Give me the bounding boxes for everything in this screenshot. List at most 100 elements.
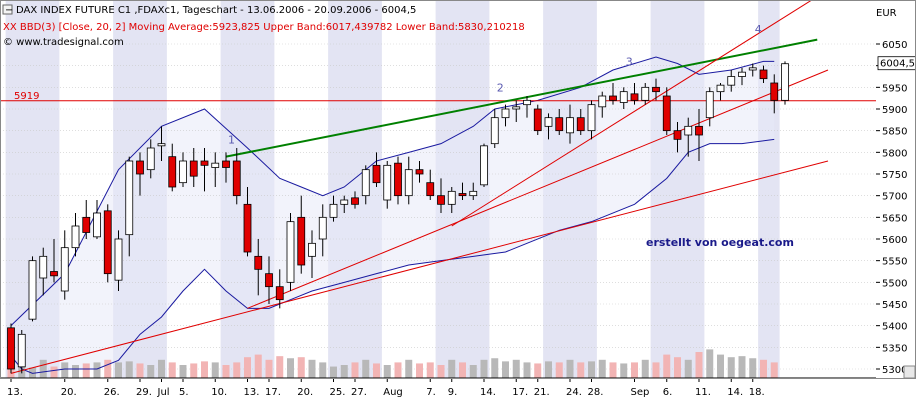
date-tick-label: 13.	[7, 387, 23, 398]
volume-bar	[566, 359, 574, 378]
candle-body	[254, 255, 263, 270]
volume-bar	[61, 362, 69, 378]
candle-body	[82, 216, 91, 233]
date-tick-label: 9.	[448, 387, 458, 398]
candle	[415, 161, 424, 183]
candle	[490, 109, 499, 148]
volume-bar	[480, 359, 488, 378]
watermark-text: erstellt von oegeat.com	[646, 236, 794, 249]
volume-bar	[609, 362, 617, 378]
candle	[383, 161, 392, 209]
date-tick-label: 29.	[136, 387, 152, 398]
candle	[308, 230, 316, 278]
candle-body	[17, 333, 26, 368]
volume-bar	[459, 362, 466, 378]
candle-body	[555, 117, 564, 132]
candle-body	[200, 160, 209, 166]
candle-body	[329, 203, 338, 218]
candle	[146, 139, 155, 179]
red-support-line	[247, 69, 829, 309]
candle	[50, 239, 58, 283]
volume-bar	[115, 362, 122, 378]
volume-bar	[93, 362, 101, 378]
candle-body	[609, 95, 617, 101]
volume-bar	[319, 362, 327, 378]
candle	[684, 117, 693, 157]
volume-bar	[39, 359, 47, 378]
candles	[7, 61, 789, 374]
wave-label: 2	[497, 82, 504, 95]
candle	[168, 143, 177, 192]
candle-body	[727, 76, 736, 86]
price-tick-label: 5800	[882, 148, 907, 159]
candle	[265, 256, 273, 304]
candle	[7, 323, 15, 374]
candle	[501, 104, 510, 127]
wave-label: 1	[228, 134, 235, 147]
candle	[619, 87, 628, 109]
chart-title: DAX INDEX FUTURE C1 ,FDAXc1, Tageschart …	[16, 5, 416, 16]
candle-body	[103, 210, 112, 275]
candle	[652, 78, 660, 101]
volume-bar	[437, 365, 445, 378]
candle-body	[351, 197, 359, 205]
date-tick-label: Jul	[157, 387, 170, 398]
candle-body	[447, 190, 456, 205]
volume-bar	[448, 359, 456, 378]
candle-body	[490, 117, 499, 145]
candle-body	[705, 91, 714, 119]
price-tick-label: 5400	[882, 322, 907, 333]
wave-label: 3	[626, 56, 633, 69]
price-tick-label: 5750	[882, 170, 907, 181]
volume-bar	[738, 356, 746, 378]
volume-bar	[512, 359, 520, 378]
volume-bar	[652, 362, 660, 378]
week-stripe	[650, 0, 705, 378]
candle-body	[619, 91, 628, 103]
candle	[469, 182, 478, 200]
price-axis: 5300 5350 5400 5450 5500 5550 5600 5650 5700 5750…	[876, 40, 916, 376]
candle	[533, 104, 542, 135]
candle-body	[480, 145, 488, 186]
volume-bar	[179, 365, 187, 378]
volume-bar	[125, 361, 133, 378]
volume-bar	[555, 362, 563, 378]
candle-body	[232, 160, 241, 197]
candle	[781, 61, 789, 105]
candle	[157, 126, 166, 161]
date-tick-label: 11.	[695, 387, 711, 398]
date-tick-label: 10.	[211, 387, 227, 398]
volume-bar	[545, 361, 552, 378]
candle-body	[318, 216, 327, 240]
candle	[286, 213, 295, 291]
candle	[727, 70, 736, 92]
candle-body	[7, 327, 15, 370]
date-tick-label: 27.	[351, 387, 367, 398]
candle-body	[738, 71, 746, 77]
indicator-legend: XX BBD(3) [Close, 20, 2] Moving Average:…	[3, 22, 525, 33]
candle-body	[286, 221, 295, 283]
candle-body	[458, 193, 467, 197]
candle-body	[759, 69, 768, 80]
volume-bar	[50, 366, 58, 378]
volume-bar	[82, 363, 90, 378]
volume-bar	[416, 363, 423, 378]
volume-bar	[598, 359, 606, 378]
date-tick-label: 14.	[480, 387, 496, 398]
date-tick-label: 18.	[749, 387, 765, 398]
candle	[748, 63, 757, 77]
volume-bar	[362, 359, 370, 378]
annotation-labels: 1 2 3 4	[228, 23, 762, 147]
candle	[179, 152, 187, 187]
collapse-icon[interactable]	[2, 4, 13, 15]
candle	[662, 87, 671, 135]
candle-body	[716, 84, 725, 93]
candle	[770, 74, 779, 114]
candle	[136, 152, 144, 196]
currency-label: EUR	[876, 8, 897, 19]
volume-bar	[695, 352, 703, 378]
candle	[576, 109, 585, 135]
scroll-corner[interactable]	[903, 365, 916, 379]
candle-body	[308, 242, 316, 257]
